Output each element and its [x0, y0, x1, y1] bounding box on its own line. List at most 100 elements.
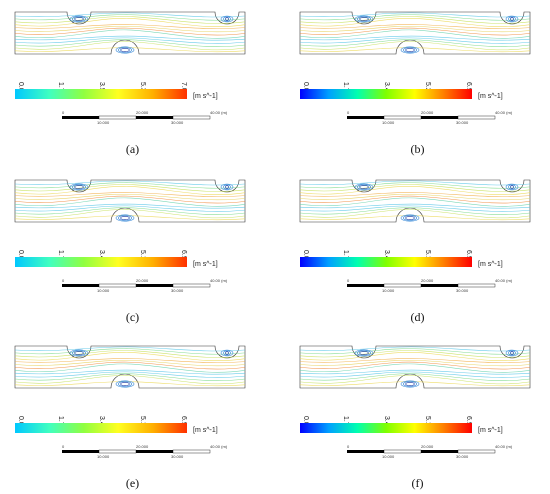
scale-bar-label: 0: [62, 444, 65, 449]
colorbar-unit-label: [m s^-1]: [478, 93, 503, 100]
scale-bar-label: 10.000: [382, 454, 395, 459]
colorbar-tick-label: 6.92: [465, 250, 472, 264]
colorbar-tick-label: 3.47: [383, 82, 390, 96]
figure-svg-d: 0.00 1.73 3.46 5.19 6.92 [m s^-1] 0 20.000 40.00…: [299, 179, 531, 293]
scale-bar-label: 0: [62, 110, 65, 115]
scale-bar: 0 20.000 40.00 (m) 10.000 30.000: [347, 110, 513, 125]
panel-caption: (e): [125, 476, 140, 490]
scale-bar: 0 20.000 40.00 (m) 10.000 30.000: [62, 110, 228, 125]
scale-bar-label: 20.000: [421, 278, 434, 283]
vortex: [115, 214, 135, 222]
colorbar-unit-label: [m s^-1]: [193, 261, 218, 268]
colorbar-tick-label: 6.92: [465, 416, 472, 430]
colorbar-tick-label: 5.19: [424, 250, 431, 264]
colorbar-tick-label: 0.00: [17, 250, 24, 264]
scale-bar-label: 40.00 (m): [210, 444, 228, 449]
panel-caption: (c): [125, 310, 140, 324]
streamlines: [299, 346, 531, 387]
colorbar-tick-label: 5.30: [139, 82, 146, 96]
colorbar: [15, 423, 187, 433]
panel-caption: (a): [125, 142, 140, 156]
vortex: [220, 15, 234, 23]
streamlines: [14, 12, 246, 53]
streamlines: [299, 180, 531, 221]
colorbar-tick-label: 3.46: [98, 250, 105, 264]
scale-bar-label: 30.000: [171, 120, 184, 125]
colorbar-tick-label: 1.73: [342, 250, 349, 264]
colorbar: [300, 89, 472, 99]
scale-bar-label: 40.00 (m): [495, 110, 513, 115]
colorbar-tick-label: 6.93: [465, 82, 472, 96]
scale-bar-label: 0: [347, 278, 350, 283]
scale-bar-label: 20.000: [136, 278, 149, 283]
colorbar-unit-label: [m s^-1]: [193, 427, 218, 434]
colorbar: [15, 257, 187, 267]
scale-bar-label: 0: [347, 444, 350, 449]
colorbar-tick-label: 6.93: [180, 250, 187, 264]
scale-bar-label: 10.000: [97, 120, 110, 125]
colorbar-tick-label: 0.00: [17, 82, 24, 96]
scale-bar-label: 30.000: [456, 454, 469, 459]
figure-svg-f: 0.00 1.73 3.46 5.19 6.92 [m s^-1] 0 20.000 40.00…: [299, 345, 531, 459]
colorbar-tick-label: 0.00: [302, 416, 309, 430]
colorbar-tick-label: 1.77: [57, 82, 64, 96]
colorbar-tick-label: 5.19: [139, 250, 146, 264]
vortex: [115, 380, 135, 388]
colorbar-tick-label: 1.73: [57, 250, 64, 264]
colorbar: [300, 257, 472, 267]
colorbar-tick-label: 7.07: [180, 82, 187, 96]
colorbar-tick-label: 3.46: [98, 416, 105, 430]
colorbar-tick-label: 0.00: [17, 416, 24, 430]
colorbar-tick-label: 3.46: [383, 416, 390, 430]
scale-bar-label: 10.000: [97, 288, 110, 293]
figure-svg-c: 0.00 1.73 3.46 5.19 6.93 [m s^-1] 0 20.000 40.00…: [14, 179, 246, 293]
streamlines: [299, 12, 531, 53]
colorbar: [15, 89, 187, 99]
vortex: [505, 15, 519, 23]
panel-caption: (b): [410, 142, 425, 156]
figure-svg-b: 0.00 1.73 3.47 5.20 6.93 [m s^-1] 0 20.000 40.00…: [299, 11, 531, 125]
colorbar-tick-label: 5.19: [139, 416, 146, 430]
vortex: [400, 380, 420, 388]
panel-b: 0.00 1.73 3.47 5.20 6.93 [m s^-1] 0 20.000 40.00…: [290, 2, 545, 160]
colorbar-unit-label: [m s^-1]: [478, 261, 503, 268]
vortex: [505, 349, 519, 357]
scale-bar-label: 40.00 (m): [210, 278, 228, 283]
scale-bar-label: 10.000: [97, 454, 110, 459]
scale-bar: 0 20.000 40.00 (m) 10.000 30.000: [62, 444, 228, 459]
colorbar-tick-label: 3.46: [383, 250, 390, 264]
vortex: [400, 46, 420, 54]
colorbar-unit-label: [m s^-1]: [478, 427, 503, 434]
panel-c: 0.00 1.73 3.46 5.19 6.93 [m s^-1] 0 20.000 40.00…: [5, 170, 260, 328]
streamlines: [14, 346, 246, 387]
vortex: [505, 183, 519, 191]
colorbar-tick-label: 0.00: [302, 250, 309, 264]
figure-svg-a: 0.00 1.77 3.53 5.30 7.07 [m s^-1] 0 20.000 40.00…: [14, 11, 246, 125]
vortex: [220, 349, 234, 357]
vortex: [115, 46, 135, 54]
vortex: [354, 349, 374, 357]
panel-f: 0.00 1.73 3.46 5.19 6.92 [m s^-1] 0 20.000 40.00…: [290, 336, 545, 494]
scale-bar: 0 20.000 40.00 (m) 10.000 30.000: [62, 278, 228, 293]
scale-bar-label: 0: [347, 110, 350, 115]
panel-d: 0.00 1.73 3.46 5.19 6.92 [m s^-1] 0 20.000 40.00…: [290, 170, 545, 328]
panel-caption: (f): [411, 476, 424, 490]
scale-bar-label: 40.00 (m): [495, 444, 513, 449]
vortex: [354, 183, 374, 191]
scale-bar-label: 20.000: [421, 444, 434, 449]
panel-e: 0.00 1.73 3.46 5.19 6.92 [m s^-1] 0 20.000 40.00…: [5, 336, 260, 494]
scale-bar-label: 20.000: [421, 110, 434, 115]
scale-bar-label: 30.000: [171, 288, 184, 293]
scale-bar-label: 10.000: [382, 288, 395, 293]
colorbar: [300, 423, 472, 433]
colorbar-tick-label: 3.53: [98, 82, 105, 96]
panel-a: 0.00 1.77 3.53 5.30 7.07 [m s^-1] 0 20.000 40.00…: [5, 2, 260, 160]
vortex: [400, 214, 420, 222]
figure-svg-e: 0.00 1.73 3.46 5.19 6.92 [m s^-1] 0 20.000 40.00…: [14, 345, 246, 459]
streamlines: [14, 180, 246, 221]
vortex: [69, 183, 89, 191]
scale-bar-label: 40.00 (m): [495, 278, 513, 283]
scale-bar-label: 10.000: [382, 120, 395, 125]
vortex: [220, 183, 234, 191]
panel-caption: (d): [410, 310, 425, 324]
